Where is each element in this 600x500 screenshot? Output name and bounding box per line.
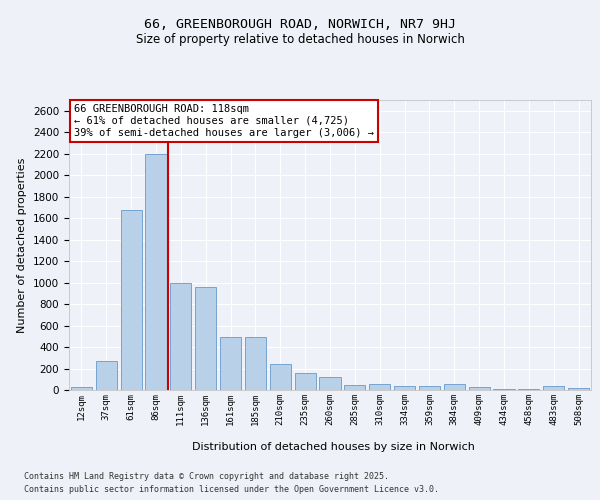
Bar — [245, 338, 266, 390]
Bar — [220, 338, 241, 390]
Y-axis label: Number of detached properties: Number of detached properties — [17, 158, 28, 332]
Bar — [493, 389, 515, 390]
Bar — [319, 377, 341, 390]
Bar — [543, 386, 564, 390]
Bar — [394, 386, 415, 390]
Bar — [71, 388, 92, 390]
Text: Contains HM Land Registry data © Crown copyright and database right 2025.: Contains HM Land Registry data © Crown c… — [24, 472, 389, 481]
Bar — [419, 386, 440, 390]
Bar — [469, 388, 490, 390]
Bar — [121, 210, 142, 390]
Bar — [518, 389, 539, 390]
Bar — [444, 384, 465, 390]
Text: 66 GREENBOROUGH ROAD: 118sqm
← 61% of detached houses are smaller (4,725)
39% of: 66 GREENBOROUGH ROAD: 118sqm ← 61% of de… — [74, 104, 374, 138]
Bar — [369, 384, 390, 390]
Bar — [568, 388, 589, 390]
Text: 66, GREENBOROUGH ROAD, NORWICH, NR7 9HJ: 66, GREENBOROUGH ROAD, NORWICH, NR7 9HJ — [144, 18, 456, 30]
Bar — [344, 384, 365, 390]
Bar — [195, 287, 216, 390]
Bar — [170, 282, 191, 390]
Text: Size of property relative to detached houses in Norwich: Size of property relative to detached ho… — [136, 32, 464, 46]
Bar — [96, 361, 117, 390]
Bar — [270, 364, 291, 390]
Text: Distribution of detached houses by size in Norwich: Distribution of detached houses by size … — [191, 442, 475, 452]
Text: Contains public sector information licensed under the Open Government Licence v3: Contains public sector information licen… — [24, 485, 439, 494]
Bar — [145, 154, 167, 390]
Bar — [295, 374, 316, 390]
